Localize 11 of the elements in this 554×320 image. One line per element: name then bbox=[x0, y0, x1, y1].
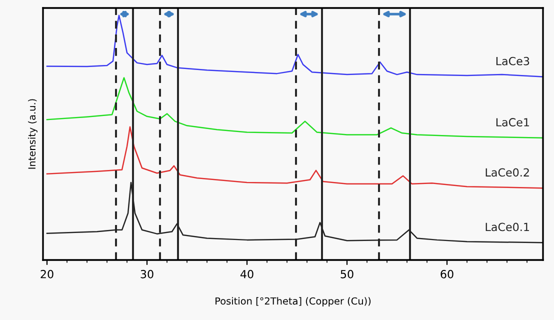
series-label: LaCe0.2 bbox=[486, 168, 529, 177]
x-tick-label: 40 bbox=[240, 270, 254, 278]
x-axis-title: Position [°2Theta] (Copper (Cu)) bbox=[216, 297, 371, 307]
x-tick-label: 50 bbox=[340, 270, 354, 278]
y-axis-title: Intensity (a.u.) bbox=[28, 99, 38, 169]
x-tick-label: 60 bbox=[440, 270, 454, 278]
series-label: LaCe1 bbox=[496, 118, 529, 126]
series-label: LaCe3 bbox=[496, 56, 530, 66]
x-tick-label: 30 bbox=[140, 270, 154, 278]
x-tick-label: 20 bbox=[40, 270, 54, 278]
series-label: LaCe0.1 bbox=[486, 222, 529, 232]
